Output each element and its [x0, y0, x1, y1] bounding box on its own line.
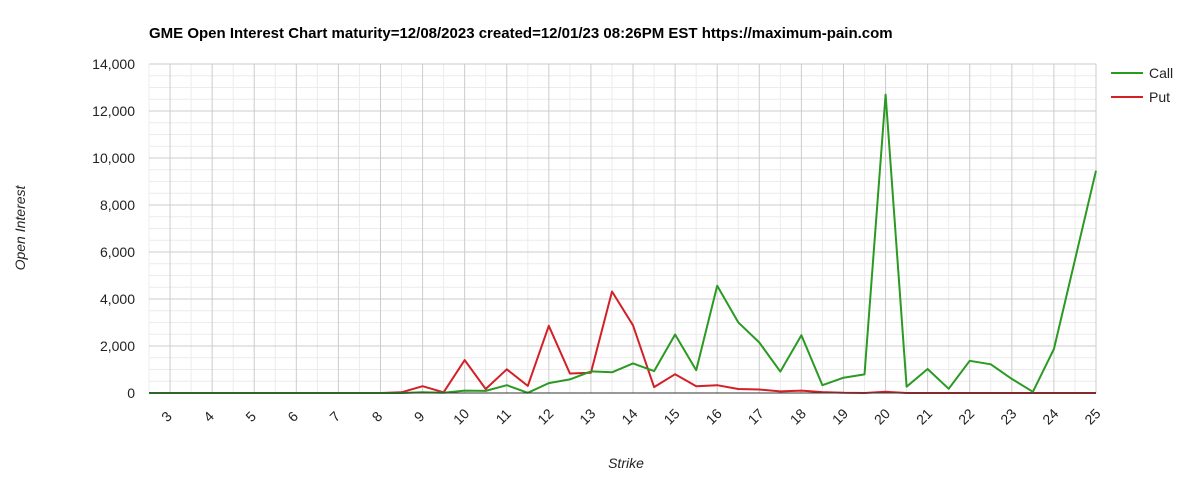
major-gridlines: [149, 63, 1097, 393]
series-line-put: [149, 290, 1096, 394]
x-tick-label: 13: [576, 405, 598, 427]
x-tick-label: 16: [702, 405, 724, 427]
x-tick-label: 5: [242, 408, 259, 425]
x-tick-label: 18: [787, 405, 809, 427]
y-tick-label: 4,000: [100, 291, 135, 307]
x-tick-label: 4: [200, 408, 217, 425]
x-tick-label: 25: [1081, 405, 1103, 427]
y-tick-label: 6,000: [100, 244, 135, 260]
x-tick-label: 23: [997, 405, 1019, 427]
y-tick-label: 14,000: [92, 56, 135, 72]
y-tick-label: 10,000: [92, 150, 135, 166]
x-axis-ticks: 3 4 5 6 7 8 9 10 11 12 13 14 15 16 17 18 19 20 21 22 23 24 25: [158, 405, 1104, 427]
y-tick-label: 8,000: [100, 197, 135, 213]
legend-label-put: Put: [1149, 89, 1170, 105]
x-tick-label: 15: [660, 405, 682, 427]
x-tick-label: 20: [871, 405, 893, 427]
x-tick-label: 7: [326, 408, 343, 425]
x-tick-label: 10: [450, 405, 472, 427]
x-tick-label: 8: [369, 408, 386, 425]
x-tick-label: 12: [534, 405, 556, 427]
y-tick-label: 0: [127, 385, 135, 401]
y-axis-ticks: 0 2,000 4,000 6,000 8,000 10,000 12,000 14,000: [92, 56, 135, 401]
legend: Call Put: [1111, 65, 1173, 105]
series-line-call: [149, 93, 1097, 394]
x-tick-label: 21: [913, 405, 935, 427]
x-tick-label: 17: [745, 405, 767, 427]
y-tick-label: 2,000: [100, 338, 135, 354]
x-tick-label: 6: [284, 408, 301, 425]
y-axis-title: Open Interest: [12, 184, 28, 270]
y-tick-label: 12,000: [92, 103, 135, 119]
x-tick-label: 22: [955, 405, 977, 427]
x-tick-label: 3: [158, 408, 175, 425]
x-tick-label: 9: [411, 408, 428, 425]
x-tick-label: 19: [829, 405, 851, 427]
series-lines: [149, 93, 1097, 394]
x-tick-label: 24: [1039, 405, 1061, 427]
minor-gridlines: [148, 64, 1096, 393]
chart-title: GME Open Interest Chart maturity=12/08/2…: [149, 25, 893, 42]
x-tick-label: 11: [492, 406, 514, 428]
legend-label-call: Call: [1149, 65, 1173, 81]
x-axis-title: Strike: [608, 455, 644, 471]
x-tick-label: 14: [618, 405, 640, 427]
